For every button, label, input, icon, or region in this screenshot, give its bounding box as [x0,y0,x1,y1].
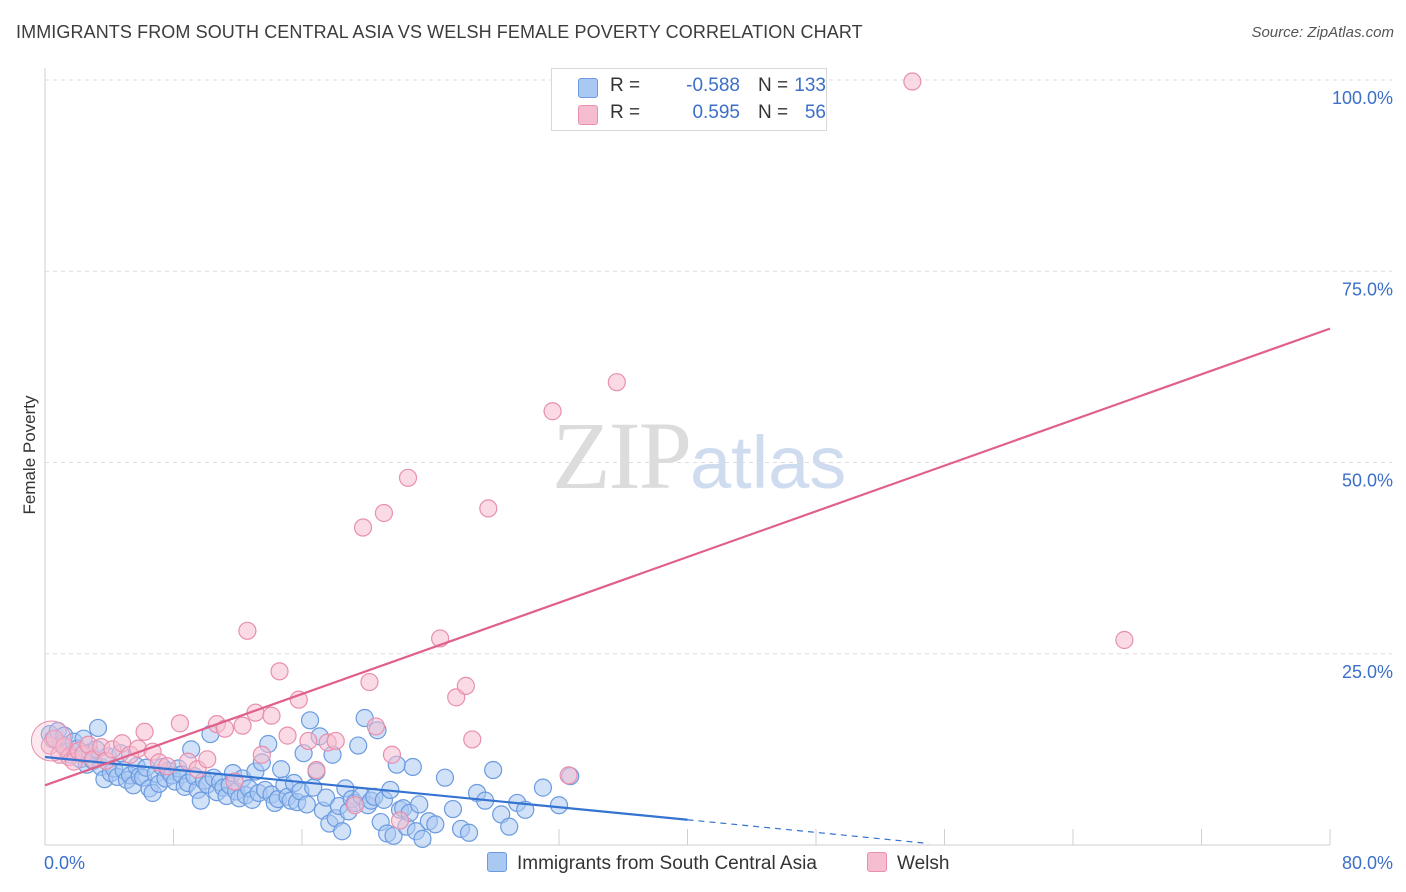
data-point-pink [233,716,252,735]
data-point-blue [333,822,352,841]
legend-r-value: 0.595 [692,102,740,123]
data-point-pink [225,772,244,791]
legend-swatch-blue [578,78,598,98]
data-point-blue [500,817,519,836]
data-point-pink [262,706,281,725]
watermark: ZIPatlas [552,400,846,511]
legend-r-label: R = [610,102,641,123]
data-point-pink [252,745,271,764]
data-point-pink [326,731,345,751]
trendline-pink [44,327,1331,787]
legend-r-value: -0.588 [686,75,740,96]
data-point-blue [413,829,432,848]
data-point-blue [88,718,108,738]
trendline-extension-blue [687,819,929,845]
data-point-pink [543,402,562,421]
data-point-pink [390,811,410,830]
data-point-blue [384,826,403,845]
stats-legend: R = -0.588 N = 133 R = 0.595 N = 56 [551,68,827,131]
data-point-pink [345,796,365,815]
data-point-blue [426,815,445,834]
legend-n-label: N = [758,102,789,123]
source-credit: Source: ZipAtlas.com [1251,24,1394,41]
legend-n-value: 56 [804,102,826,123]
series-name-blue: Immigrants from South Central Asia [517,853,817,874]
data-point-pink [1115,630,1134,650]
series-legend-blue[interactable]: Immigrants from South Central Asia [487,852,817,875]
watermark-zip: ZIP [552,402,692,509]
y-tick-label: 50.0% [1342,471,1393,491]
data-point-blue [484,760,503,780]
trendline-blue [44,755,688,821]
data-point-pink [398,468,418,487]
series-swatch-blue [487,852,507,872]
data-point-blue [316,788,336,807]
data-point-pink [479,499,498,518]
data-point-pink [607,373,626,392]
data-point-pink [382,745,402,764]
x-tick-label: 0.0% [44,853,85,873]
data-point-pink [198,750,217,769]
data-point-blue [349,736,368,755]
data-point-cluster [30,720,72,762]
data-point-blue [435,768,455,787]
data-point-pink [135,722,154,741]
data-point-pink [360,672,379,692]
data-point-blue [272,760,291,779]
data-point-pink [215,719,234,738]
data-point-blue [297,795,316,814]
series-legend-pink[interactable]: Welsh [867,852,949,875]
x-tick-label: 80.0% [1342,853,1393,873]
legend-swatch-pink [578,105,598,125]
data-point-blue [443,799,463,819]
data-point-pink [170,714,190,733]
legend-n-label: N = [758,75,789,96]
data-point-blue [191,791,210,810]
series-swatch-pink [867,852,887,872]
series-name-pink: Welsh [897,853,950,874]
data-point-pink [559,766,578,785]
data-point-pink [353,518,373,537]
data-point-pink [374,503,394,523]
legend-n-value: 133 [794,75,826,96]
data-point-blue [549,796,569,815]
data-point-blue [459,823,479,842]
data-point-pink [278,726,297,745]
data-point-blue [516,800,535,819]
data-point-pink [270,662,289,681]
data-point-blue [533,778,553,797]
data-point-pink [289,690,308,709]
data-point-blue [410,795,429,814]
legend-r-label: R = [610,75,641,96]
data-point-blue [300,711,320,730]
data-point-pink [307,760,326,780]
data-point-pink [903,72,922,91]
y-tick-label: 75.0% [1342,279,1393,299]
data-point-pink [366,717,385,736]
data-point-pink [463,730,482,749]
data-point-pink [299,731,318,751]
data-point-blue [403,757,422,777]
y-tick-label: 25.0% [1342,662,1393,682]
y-tick-label: 100.0% [1332,88,1393,108]
chart-title: IMMIGRANTS FROM SOUTH CENTRAL ASIA VS WE… [16,22,863,42]
data-point-pink [238,621,257,640]
data-point-pink [157,757,177,776]
data-point-pink [456,676,475,695]
